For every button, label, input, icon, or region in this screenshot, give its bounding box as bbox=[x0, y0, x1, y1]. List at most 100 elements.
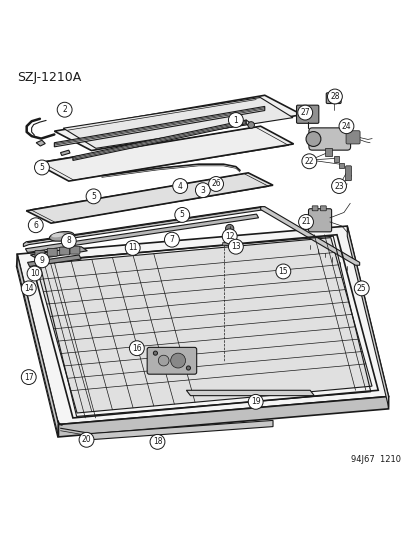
Polygon shape bbox=[60, 150, 70, 156]
Circle shape bbox=[338, 119, 353, 134]
Polygon shape bbox=[27, 255, 81, 266]
Circle shape bbox=[297, 105, 312, 120]
Circle shape bbox=[247, 122, 254, 128]
Text: 5: 5 bbox=[91, 192, 96, 201]
Circle shape bbox=[34, 253, 49, 268]
Circle shape bbox=[153, 351, 157, 355]
Circle shape bbox=[27, 266, 42, 281]
Text: 12: 12 bbox=[224, 232, 234, 241]
FancyBboxPatch shape bbox=[320, 206, 325, 211]
Circle shape bbox=[170, 353, 185, 368]
Polygon shape bbox=[36, 238, 371, 413]
FancyBboxPatch shape bbox=[311, 206, 317, 211]
Text: 9: 9 bbox=[39, 256, 44, 265]
Circle shape bbox=[327, 89, 342, 104]
FancyBboxPatch shape bbox=[70, 246, 80, 254]
Circle shape bbox=[28, 218, 43, 233]
Circle shape bbox=[228, 239, 243, 254]
Circle shape bbox=[301, 154, 316, 169]
Circle shape bbox=[208, 176, 223, 191]
Polygon shape bbox=[73, 120, 246, 160]
Ellipse shape bbox=[51, 233, 64, 237]
Text: 21: 21 bbox=[301, 217, 310, 227]
FancyBboxPatch shape bbox=[338, 163, 343, 168]
Circle shape bbox=[164, 232, 179, 247]
Text: 28: 28 bbox=[329, 92, 339, 101]
Text: 2: 2 bbox=[62, 105, 67, 114]
Polygon shape bbox=[222, 241, 236, 246]
Text: 22: 22 bbox=[304, 157, 313, 166]
FancyBboxPatch shape bbox=[59, 247, 69, 255]
Text: 25: 25 bbox=[356, 284, 366, 293]
Text: 3: 3 bbox=[200, 185, 205, 195]
Circle shape bbox=[34, 160, 49, 175]
FancyBboxPatch shape bbox=[325, 93, 340, 103]
Circle shape bbox=[354, 281, 368, 296]
Text: 8: 8 bbox=[66, 237, 71, 245]
Polygon shape bbox=[36, 140, 45, 146]
Circle shape bbox=[174, 207, 189, 222]
Polygon shape bbox=[17, 226, 388, 424]
Circle shape bbox=[248, 394, 263, 409]
Polygon shape bbox=[63, 98, 292, 148]
Text: 10: 10 bbox=[30, 269, 39, 278]
Text: 14: 14 bbox=[24, 284, 33, 293]
Circle shape bbox=[222, 229, 237, 244]
Circle shape bbox=[216, 182, 222, 188]
FancyBboxPatch shape bbox=[47, 248, 57, 256]
Polygon shape bbox=[89, 421, 272, 440]
Text: 26: 26 bbox=[211, 180, 221, 189]
Text: 24: 24 bbox=[341, 122, 350, 131]
Circle shape bbox=[195, 183, 210, 198]
Circle shape bbox=[275, 264, 290, 279]
Polygon shape bbox=[17, 254, 58, 437]
Polygon shape bbox=[58, 397, 388, 437]
Polygon shape bbox=[54, 95, 301, 150]
Circle shape bbox=[61, 233, 76, 248]
Polygon shape bbox=[36, 126, 293, 181]
FancyBboxPatch shape bbox=[147, 348, 196, 374]
Polygon shape bbox=[54, 107, 264, 147]
Circle shape bbox=[21, 281, 36, 296]
Text: 23: 23 bbox=[333, 182, 343, 190]
Circle shape bbox=[57, 102, 72, 117]
Text: 15: 15 bbox=[278, 267, 287, 276]
Circle shape bbox=[86, 189, 101, 204]
Ellipse shape bbox=[50, 231, 74, 241]
Text: 18: 18 bbox=[152, 438, 162, 446]
Text: 19: 19 bbox=[250, 397, 260, 406]
Circle shape bbox=[331, 179, 346, 193]
FancyBboxPatch shape bbox=[308, 209, 331, 232]
Text: 6: 6 bbox=[33, 221, 38, 230]
Text: 20: 20 bbox=[81, 435, 91, 445]
FancyBboxPatch shape bbox=[308, 128, 350, 150]
Polygon shape bbox=[30, 247, 87, 259]
FancyBboxPatch shape bbox=[324, 148, 332, 156]
Text: 5: 5 bbox=[179, 211, 184, 220]
Circle shape bbox=[79, 432, 94, 447]
Text: 1: 1 bbox=[233, 116, 238, 125]
FancyBboxPatch shape bbox=[296, 105, 318, 123]
Circle shape bbox=[158, 355, 169, 366]
FancyBboxPatch shape bbox=[345, 166, 351, 181]
Text: SZJ-1210A: SZJ-1210A bbox=[17, 70, 81, 84]
Polygon shape bbox=[186, 390, 313, 395]
Polygon shape bbox=[260, 207, 359, 265]
Polygon shape bbox=[25, 214, 258, 253]
Polygon shape bbox=[23, 207, 264, 247]
FancyBboxPatch shape bbox=[345, 131, 359, 144]
Polygon shape bbox=[347, 226, 388, 407]
Text: 13: 13 bbox=[230, 242, 240, 251]
Circle shape bbox=[305, 132, 320, 147]
Circle shape bbox=[150, 434, 164, 449]
Text: 7: 7 bbox=[169, 235, 174, 244]
Text: 27: 27 bbox=[300, 108, 309, 117]
Circle shape bbox=[172, 179, 187, 193]
Circle shape bbox=[21, 370, 36, 384]
Text: 16: 16 bbox=[132, 344, 141, 353]
Text: 11: 11 bbox=[128, 244, 137, 253]
Circle shape bbox=[125, 240, 140, 255]
FancyBboxPatch shape bbox=[333, 156, 339, 162]
Polygon shape bbox=[26, 173, 272, 223]
Text: 4: 4 bbox=[177, 182, 182, 190]
